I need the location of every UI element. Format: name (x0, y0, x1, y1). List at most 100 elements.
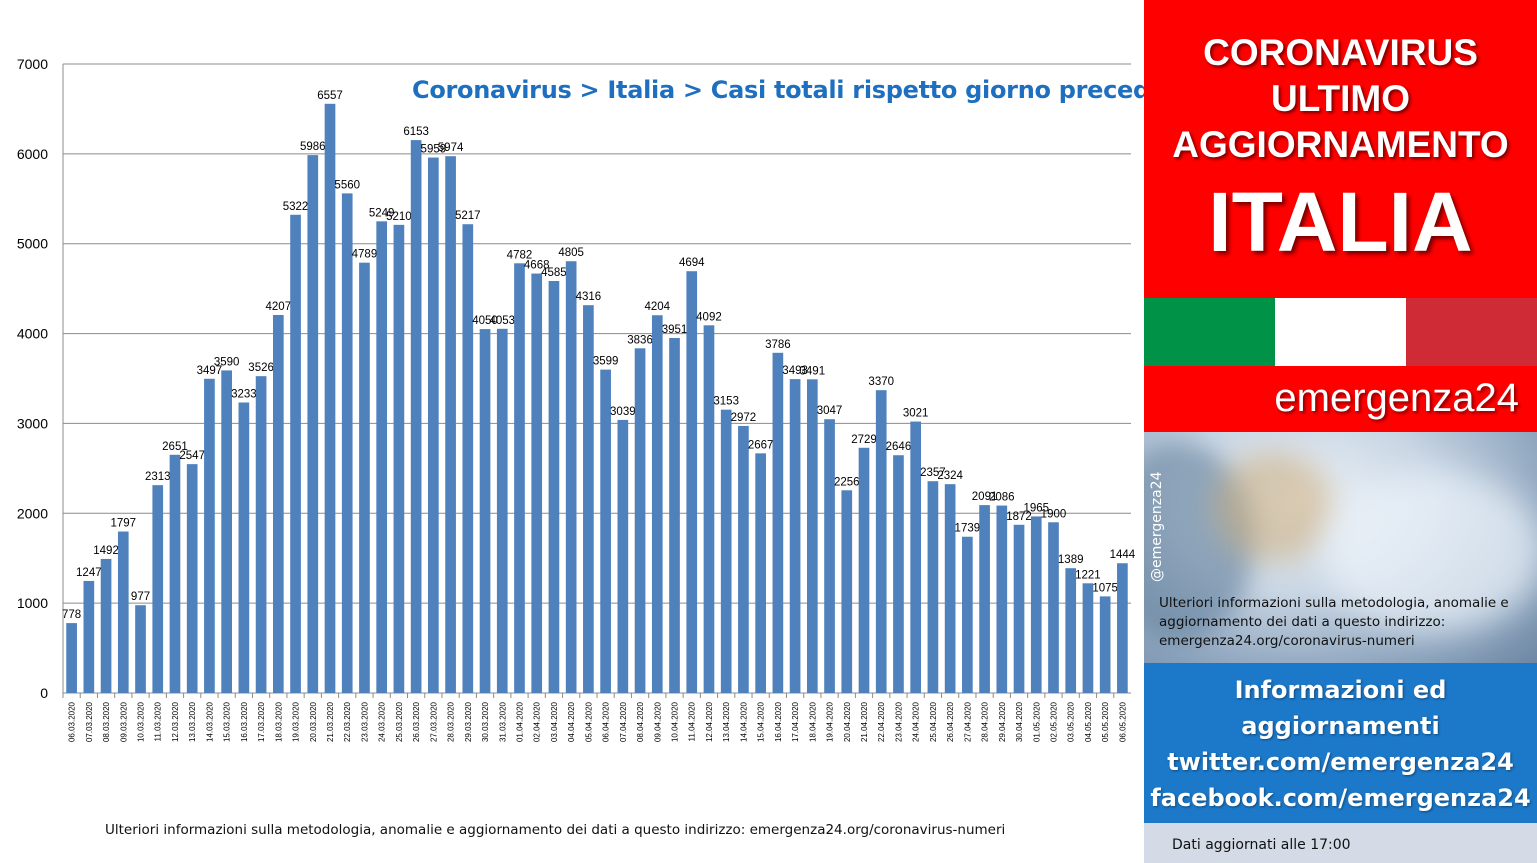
data-label: 2651 (162, 441, 188, 453)
bar (910, 421, 922, 693)
bar (617, 419, 629, 693)
data-label: 3491 (800, 365, 826, 377)
x-tick-label: 08.03.2020 (102, 701, 111, 742)
flag-red-stripe (1406, 298, 1537, 366)
bar (875, 390, 887, 693)
twitter-link[interactable]: twitter.com/emergenza24 (1167, 748, 1514, 776)
data-label: 5959 (421, 144, 447, 156)
data-label: 3526 (248, 362, 274, 374)
data-label: 3493 (782, 365, 808, 377)
bar (686, 271, 698, 693)
data-label: 1739 (955, 523, 981, 535)
data-label: 1965 (1023, 502, 1049, 514)
bar (152, 485, 164, 693)
italian-flag-icon (1144, 298, 1537, 366)
x-tick-label: 09.03.2020 (119, 701, 128, 742)
x-tick-label: 23.04.2020 (894, 701, 903, 742)
x-tick-label: 24.03.2020 (378, 701, 387, 742)
data-label: 1900 (1041, 508, 1067, 520)
x-tick-label: 21.03.2020 (326, 701, 335, 742)
bar (186, 464, 198, 693)
x-tick-label: 28.03.2020 (447, 701, 456, 742)
data-label: 4053 (489, 315, 515, 327)
brand-bar: emergenza24 (1144, 366, 1537, 432)
bar-chart: 0 1000 2000 3000 4000 5000 6000 7000 778 06.03.20… (17, 56, 1136, 742)
bar (1082, 583, 1094, 693)
bar (272, 314, 284, 693)
data-label: 2324 (937, 470, 963, 482)
data-label: 4207 (266, 301, 292, 313)
chart-panel: 0 1000 2000 3000 4000 5000 6000 7000 778 06.03.20… (17, 56, 1210, 838)
x-tick-label: 02.05.2020 (1049, 701, 1058, 742)
data-label: 4050 (472, 315, 498, 327)
x-tick-label: 01.05.2020 (1032, 701, 1041, 742)
bar (238, 402, 250, 693)
x-tick-label: 15.04.2020 (757, 701, 766, 742)
facebook-link[interactable]: facebook.com/emergenza24 (1150, 784, 1531, 812)
methodology-note-side: Ulteriori informazioni sulla metodologia… (1159, 595, 1509, 649)
bar (135, 605, 146, 693)
x-tick-label: 19.03.2020 (292, 701, 301, 742)
x-tick-label: 29.03.2020 (464, 701, 473, 742)
data-label: 1872 (1006, 511, 1032, 523)
x-tick-label: 04.05.2020 (1084, 701, 1093, 742)
update-footer: Dati aggiornati alle 17:00 (1144, 823, 1537, 863)
y-tick-label: 7000 (17, 56, 48, 72)
data-label: 4668 (524, 260, 550, 272)
data-label: 4092 (696, 311, 722, 323)
x-tick-label: 11.04.2020 (688, 701, 697, 741)
data-label: 5210 (386, 211, 412, 223)
x-tick-label: 21.04.2020 (860, 701, 869, 742)
data-label: 3590 (214, 356, 240, 368)
bar (824, 419, 835, 693)
bar (841, 490, 853, 693)
bar (117, 531, 129, 693)
data-label: 2256 (834, 476, 860, 488)
headline-line-1: CORONAVIRUS (1203, 32, 1478, 73)
x-tick-label: 20.03.2020 (309, 701, 318, 742)
data-label: 1492 (93, 545, 119, 557)
data-label: 2667 (748, 439, 774, 451)
bar (583, 305, 594, 693)
update-time: Dati aggiornati alle 17:00 (1172, 837, 1351, 853)
data-label: 4694 (679, 257, 705, 269)
x-tick-label: 03.04.2020 (550, 701, 559, 742)
bar (324, 103, 336, 694)
y-tick-label: 6000 (17, 146, 48, 162)
x-tick-label: 26.03.2020 (412, 701, 421, 742)
data-label: 5560 (334, 179, 360, 191)
bar (755, 453, 766, 693)
x-tick-label: 17.03.2020 (257, 701, 266, 742)
bar (944, 484, 956, 693)
x-tick-label: 13.04.2020 (722, 701, 731, 742)
data-label: 4204 (644, 301, 670, 313)
social-handle: @emergenza24 (1149, 471, 1165, 583)
bar (1065, 568, 1077, 693)
side-banner: CORONAVIRUS ULTIMO AGGIORNAMENTO ITALIA … (1144, 0, 1537, 863)
bar (738, 425, 749, 693)
data-label: 4782 (507, 249, 533, 261)
bar (996, 505, 1008, 693)
data-label: 2972 (731, 412, 757, 424)
data-label: 3153 (713, 396, 739, 408)
x-tick-label: 17.04.2020 (791, 701, 800, 742)
data-label: 5986 (300, 141, 326, 153)
x-tick-label: 05.04.2020 (584, 701, 593, 742)
bar (1048, 522, 1059, 693)
data-label: 5249 (369, 207, 395, 219)
bar (1099, 596, 1111, 693)
bar (341, 193, 353, 693)
info-line-2: aggiornamenti (1241, 712, 1440, 740)
bar (634, 348, 646, 693)
data-label: 3021 (903, 408, 929, 420)
data-label: 3233 (231, 388, 257, 400)
bar (893, 455, 904, 693)
bar (428, 157, 439, 694)
data-label: 1389 (1058, 554, 1084, 566)
data-label: 3039 (610, 406, 636, 418)
data-label: 4805 (558, 247, 584, 259)
data-label: 2313 (145, 471, 171, 483)
x-tick-label: 10.04.2020 (671, 701, 680, 742)
data-label: 2729 (851, 434, 877, 446)
x-tick-label: 02.04.2020 (533, 701, 542, 742)
